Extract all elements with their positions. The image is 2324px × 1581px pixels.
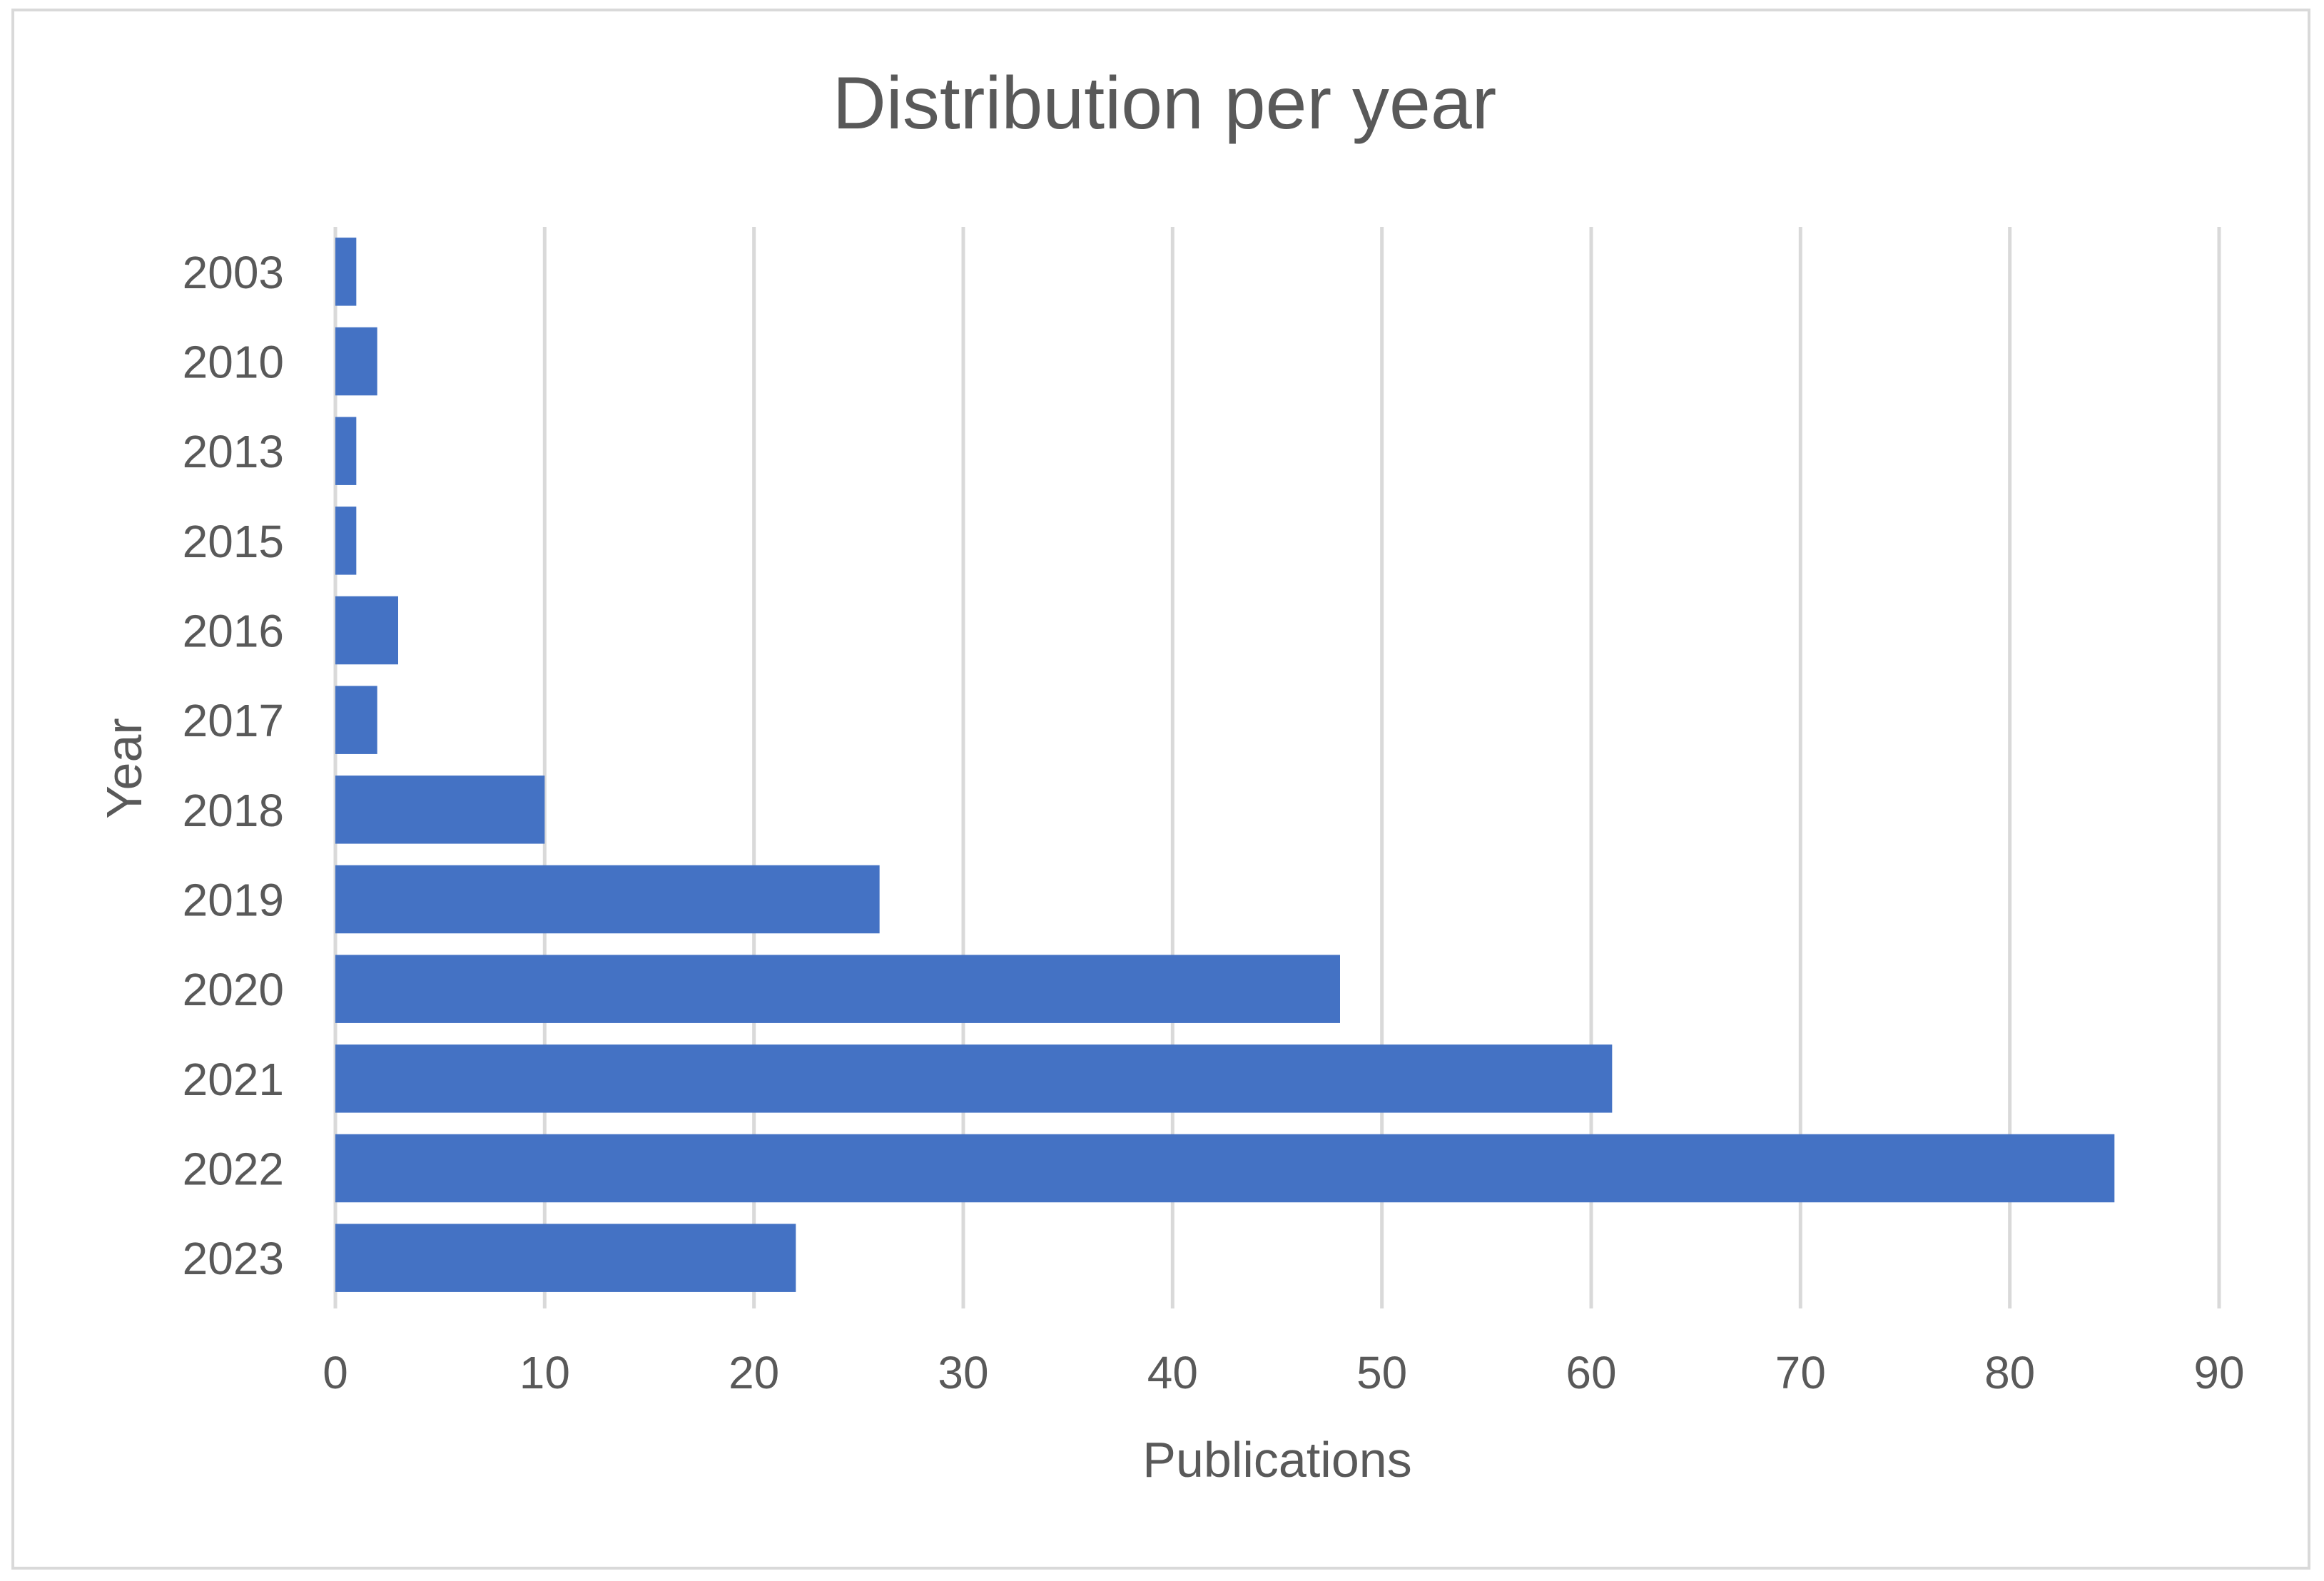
bar-2013: [335, 417, 357, 485]
x-axis-title: Publications: [1142, 1432, 1411, 1488]
x-tick-label: 50: [1356, 1347, 1407, 1398]
bar-2020: [335, 955, 1340, 1023]
gridlines: [333, 227, 2221, 1308]
y-tick-label: 2003: [183, 247, 284, 298]
y-tick-label: 2018: [183, 785, 284, 836]
x-tick-label: 40: [1147, 1347, 1198, 1398]
y-tick-label: 2022: [183, 1144, 284, 1195]
y-tick-label: 2020: [183, 964, 284, 1015]
bar-2019: [335, 865, 880, 934]
y-tick-label: 2021: [183, 1054, 284, 1105]
y-tick-label: 2016: [183, 606, 284, 657]
bar-2017: [335, 686, 377, 754]
y-tick-label: 2010: [183, 337, 284, 388]
y-tick-label: 2019: [183, 875, 284, 926]
bar-2016: [335, 596, 398, 665]
x-tick-label: 90: [2193, 1347, 2244, 1398]
y-tick-label: 2017: [183, 695, 284, 746]
x-tick-label: 0: [323, 1347, 348, 1398]
bars: [335, 238, 2115, 1292]
bar-2023: [335, 1224, 796, 1292]
bar-2010: [335, 327, 377, 396]
bar-2015: [335, 507, 357, 575]
x-axis-tick-labels: 0 10 20 30 40 50 60 70 80 90: [323, 1347, 2244, 1398]
y-axis-title: Year: [96, 718, 152, 818]
bar-2022: [335, 1134, 2115, 1203]
x-tick-label: 70: [1775, 1347, 1826, 1398]
x-tick-label: 20: [729, 1347, 779, 1398]
bar-2018: [335, 776, 545, 844]
x-tick-label: 30: [938, 1347, 988, 1398]
y-tick-label: 2015: [183, 516, 284, 567]
y-axis-tick-labels: 2003 2010 2013 2015 2016 2017 2018 2019 2020 2021…: [183, 247, 284, 1284]
x-tick-label: 10: [519, 1347, 570, 1398]
bar-2021: [335, 1044, 1613, 1113]
x-tick-label: 80: [1984, 1347, 2035, 1398]
bar-2003: [335, 238, 357, 306]
y-tick-label: 2013: [183, 426, 284, 477]
y-tick-label: 2023: [183, 1233, 284, 1284]
x-tick-label: 60: [1566, 1347, 1616, 1398]
chart-title: Distribution per year: [833, 62, 1497, 145]
